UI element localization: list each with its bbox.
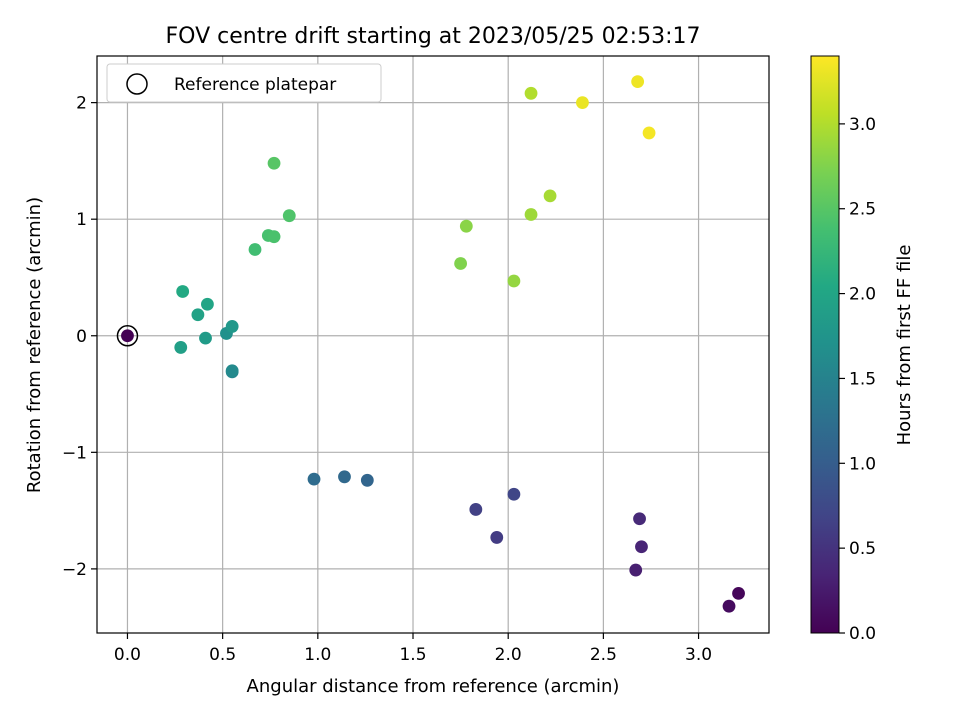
x-tick-label: 0.0: [114, 645, 141, 665]
y-tick-label: −1: [62, 443, 87, 463]
x-axis-ticks: 0.0 0.5 1.0 1.5 2.0 2.5 3.0: [114, 633, 712, 665]
y-tick-label: 0: [76, 327, 87, 347]
data-point: [248, 243, 262, 256]
colorbar-label: Hours from first FF file: [894, 245, 915, 446]
data-point: [191, 308, 205, 322]
data-point: [469, 503, 483, 516]
x-tick-label: 2.5: [590, 645, 617, 665]
colorbar-tick-label: 0.0: [849, 624, 876, 644]
chart-title: FOV centre drift starting at 2023/05/25 …: [166, 24, 701, 49]
data-point: [507, 487, 521, 501]
y-axis-ticks: −2 −1 0 1 2: [62, 94, 97, 580]
data-point: [507, 274, 521, 288]
data-point: [360, 473, 374, 487]
reference-platepar-marker: [116, 325, 139, 347]
colorbar-tick-label: 2.5: [849, 200, 876, 220]
x-tick-label: 2.0: [495, 645, 522, 665]
legend-marker-icon: [126, 73, 148, 95]
data-point: [454, 257, 468, 270]
x-tick-label: 1.0: [304, 645, 331, 665]
data-point: [459, 219, 473, 233]
data-point: [267, 230, 281, 244]
data-point: [633, 512, 646, 526]
data-point: [722, 599, 736, 613]
legend-entry: Reference platepar: [174, 75, 336, 95]
data-point: [225, 364, 239, 378]
data-point: [543, 189, 557, 203]
grid: [97, 56, 769, 633]
colorbar-tick-label: 0.5: [849, 539, 876, 559]
data-point: [635, 540, 648, 554]
data-point: [121, 329, 134, 343]
colorbar-tick-label: 1.5: [849, 369, 876, 389]
data-point: [642, 126, 656, 140]
data-point: [338, 470, 351, 484]
reference-marker-layer: [116, 325, 139, 347]
data-point: [176, 285, 190, 298]
legend-box: [106, 63, 382, 103]
x-axis-label: Angular distance from reference (arcmin): [247, 676, 620, 697]
x-tick-label: 0.5: [209, 645, 236, 665]
data-point: [225, 320, 239, 333]
plot-frame: [96, 55, 770, 634]
data-point: [201, 297, 214, 311]
data-point: [199, 331, 212, 345]
legend: Reference platepar: [106, 63, 382, 103]
colorbar: 0.0 0.5 1.0 1.5 2.0 2.5 3.0 Hours from first F…: [810, 55, 915, 644]
y-axis-label: Rotation from reference (arcmin): [24, 197, 45, 493]
colorbar-tick-label: 2.0: [849, 285, 876, 305]
y-tick-label: −2: [62, 560, 87, 580]
x-tick-label: 3.0: [685, 645, 712, 665]
data-point: [631, 75, 645, 89]
data-point: [576, 96, 589, 110]
colorbar-ticks: 0.0 0.5 1.0 1.5 2.0 2.5 3.0: [839, 115, 876, 644]
colorbar-gradient: [810, 55, 840, 634]
data-points: [121, 75, 745, 613]
data-point: [524, 86, 538, 100]
data-point: [282, 209, 296, 223]
data-point: [267, 156, 281, 170]
colorbar-tick-label: 3.0: [849, 115, 876, 135]
y-tick-label: 1: [76, 210, 87, 230]
y-tick-label: 2: [76, 94, 87, 114]
data-point: [524, 208, 538, 221]
x-tick-label: 1.5: [399, 645, 426, 665]
data-point: [732, 586, 745, 600]
data-point: [629, 563, 643, 577]
colorbar-tick-label: 1.0: [849, 454, 876, 474]
data-point: [307, 472, 321, 486]
data-point: [174, 341, 188, 354]
data-point: [490, 531, 504, 544]
